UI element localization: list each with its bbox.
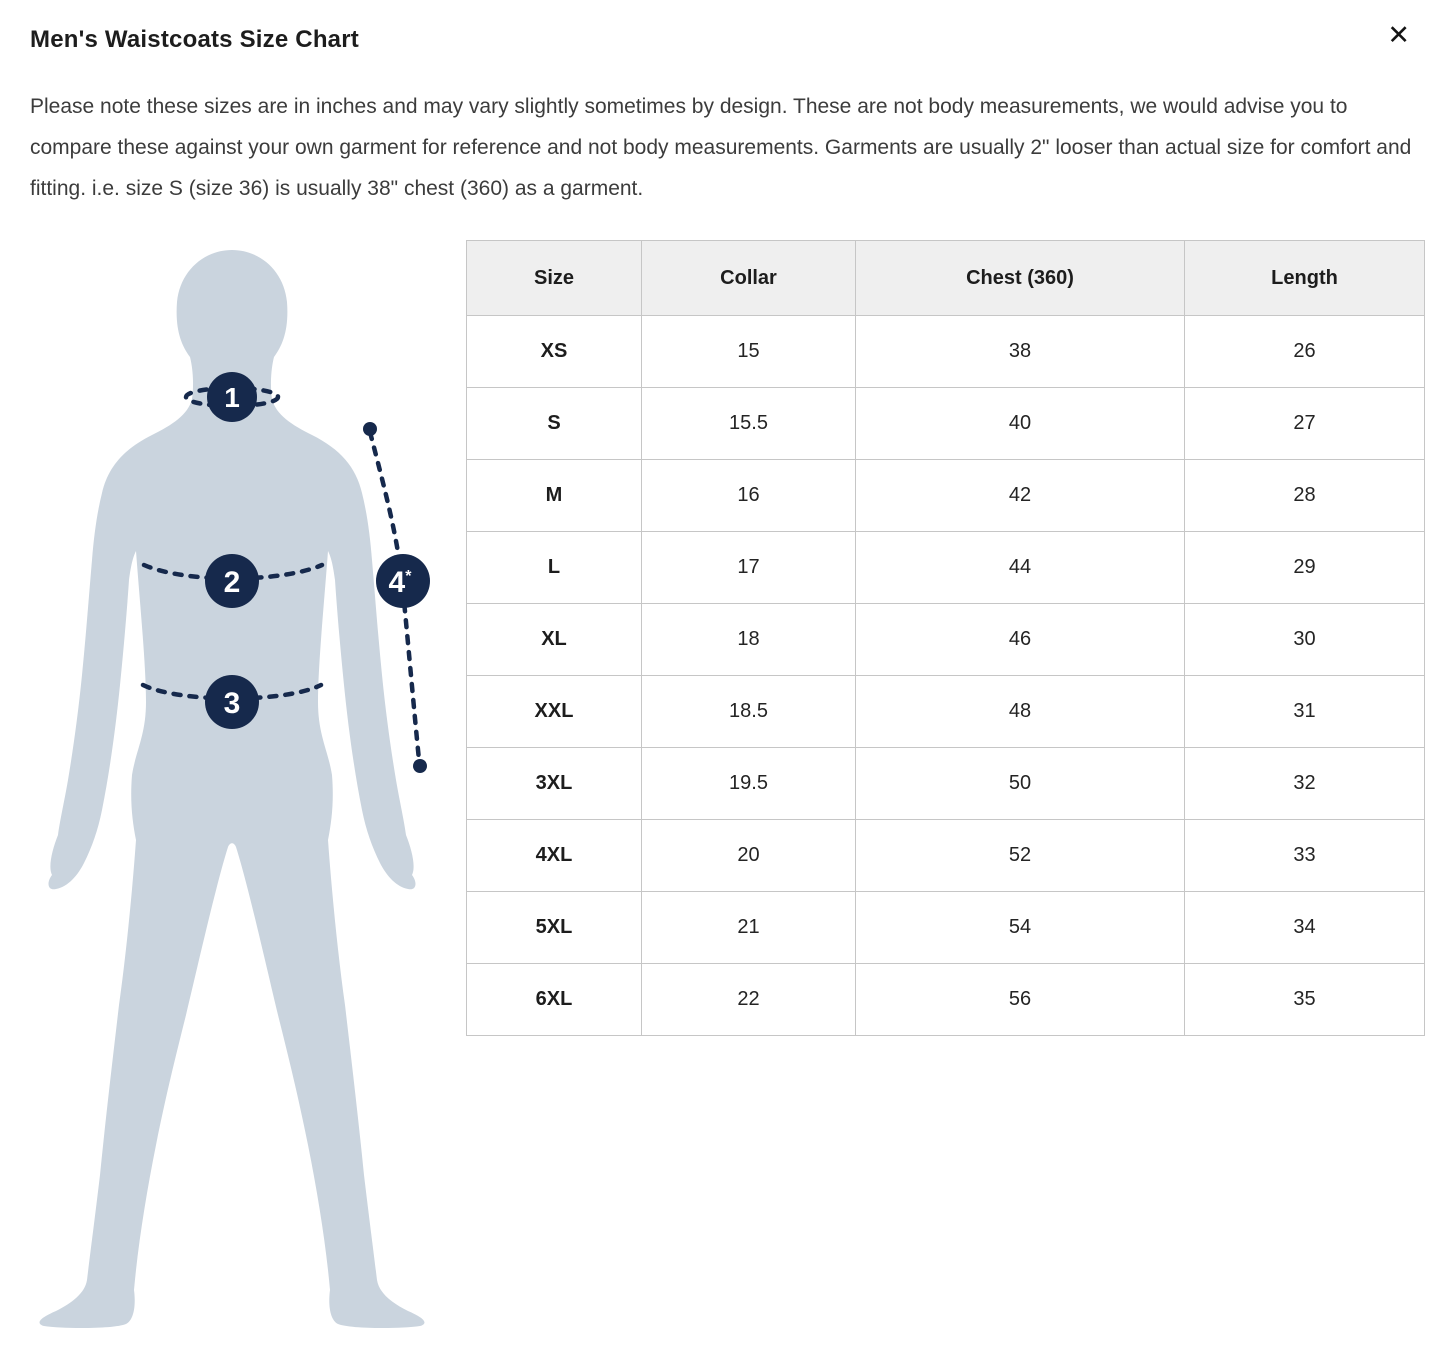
table-row: XL 18 46 30 xyxy=(466,603,1425,676)
collar-cell: 17 xyxy=(641,531,856,604)
marker-1-badge xyxy=(207,372,257,422)
collar-cell: 15 xyxy=(641,315,856,388)
body-measurement-diagram: 1 2 3 4* xyxy=(30,245,440,1350)
chest-cell: 38 xyxy=(855,315,1185,388)
length-cell: 31 xyxy=(1184,675,1425,748)
chest-cell: 42 xyxy=(855,459,1185,532)
table-row: 4XL 20 52 33 xyxy=(466,819,1425,892)
chest-cell: 50 xyxy=(855,747,1185,820)
length-cell: 34 xyxy=(1184,891,1425,964)
chest-cell: 46 xyxy=(855,603,1185,676)
marker-2-label: 2 xyxy=(224,566,241,599)
size-cell: XS xyxy=(466,315,642,388)
size-cell: XXL xyxy=(466,675,642,748)
length-cell: 29 xyxy=(1184,531,1425,604)
size-chart-table: Size Collar Chest (360) Length XS 15 38 … xyxy=(466,240,1425,1036)
table-row: XS 15 38 26 xyxy=(466,315,1425,388)
marker-4-badge xyxy=(376,554,430,608)
chest-cell: 56 xyxy=(855,963,1185,1036)
length-cell: 26 xyxy=(1184,315,1425,388)
size-cell: 4XL xyxy=(466,819,642,892)
chest-cell: 52 xyxy=(855,819,1185,892)
size-cell: 5XL xyxy=(466,891,642,964)
table-row: 3XL 19.5 50 32 xyxy=(466,747,1425,820)
collar-cell: 19.5 xyxy=(641,747,856,820)
close-icon[interactable]: ✕ xyxy=(1387,20,1410,50)
sleeve-line-top-dot xyxy=(363,422,377,436)
table-row: 5XL 21 54 34 xyxy=(466,891,1425,964)
page-title: Men's Waistcoats Size Chart xyxy=(30,26,359,53)
size-cell: L xyxy=(466,531,642,604)
marker-3-badge xyxy=(205,675,259,729)
length-cell: 30 xyxy=(1184,603,1425,676)
collar-cell: 18.5 xyxy=(641,675,856,748)
column-header-chest: Chest (360) xyxy=(855,240,1185,316)
size-chart-description: Please note these sizes are in inches an… xyxy=(30,95,1412,200)
table-row: XXL 18.5 48 31 xyxy=(466,675,1425,748)
size-cell: XL xyxy=(466,603,642,676)
length-cell: 28 xyxy=(1184,459,1425,532)
marker-3-label: 3 xyxy=(224,687,241,720)
collar-cell: 20 xyxy=(641,819,856,892)
length-cell: 33 xyxy=(1184,819,1425,892)
chest-cell: 48 xyxy=(855,675,1185,748)
table-row: S 15.5 40 27 xyxy=(466,387,1425,460)
length-cell: 32 xyxy=(1184,747,1425,820)
length-cell: 35 xyxy=(1184,963,1425,1036)
size-cell: M xyxy=(466,459,642,532)
sleeve-line-bottom-dot xyxy=(413,759,427,773)
body-silhouette xyxy=(39,250,425,1329)
marker-2-badge xyxy=(205,554,259,608)
size-cell: 6XL xyxy=(466,963,642,1036)
collar-cell: 18 xyxy=(641,603,856,676)
marker-1-label: 1 xyxy=(224,382,240,413)
size-cell: S xyxy=(466,387,642,460)
column-header-length: Length xyxy=(1184,240,1425,316)
table-row: L 17 44 29 xyxy=(466,531,1425,604)
chest-cell: 54 xyxy=(855,891,1185,964)
waist-dash-line xyxy=(140,682,324,701)
collar-cell: 21 xyxy=(641,891,856,964)
collar-cell: 16 xyxy=(641,459,856,532)
size-cell: 3XL xyxy=(466,747,642,820)
body-diagram-svg: 1 2 3 4* xyxy=(39,250,430,1329)
chest-cell: 44 xyxy=(855,531,1185,604)
chest-dash-line xyxy=(141,562,325,581)
table-row: 6XL 22 56 35 xyxy=(466,963,1425,1036)
length-cell: 27 xyxy=(1184,387,1425,460)
table-row: M 16 42 28 xyxy=(466,459,1425,532)
marker-4-label: 4* xyxy=(389,566,413,599)
collar-cell: 15.5 xyxy=(641,387,856,460)
table-header-row: Size Collar Chest (360) Length xyxy=(466,240,1425,316)
column-header-collar: Collar xyxy=(641,240,856,316)
chest-cell: 40 xyxy=(855,387,1185,460)
collar-cell: 22 xyxy=(641,963,856,1036)
column-header-size: Size xyxy=(466,240,642,316)
